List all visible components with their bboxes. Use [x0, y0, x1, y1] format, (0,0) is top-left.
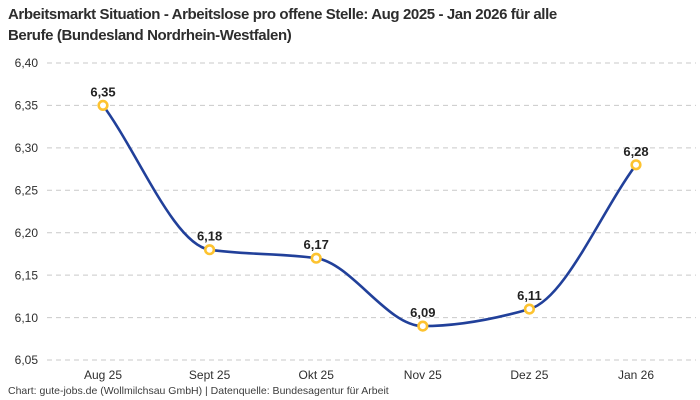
data-point-label: 6,11: [517, 288, 542, 303]
data-point-marker[interactable]: [204, 244, 216, 256]
series-line: [101, 104, 638, 328]
y-tick-label: 6,20: [15, 226, 39, 240]
x-tick-label: Aug 25: [84, 368, 122, 382]
x-tick-label: Dez 25: [510, 368, 548, 382]
data-point-label: 6,17: [304, 237, 329, 252]
y-tick-label: 6,30: [15, 141, 39, 155]
y-tick-label: 6,40: [15, 56, 39, 70]
data-point-marker[interactable]: [523, 303, 536, 315]
chart-title-line1: Arbeitsmarkt Situation - Arbeitslose pro…: [8, 6, 557, 23]
x-tick-label: Jan 26: [618, 368, 654, 382]
data-point-marker[interactable]: [630, 159, 642, 171]
data-point-marker[interactable]: [417, 320, 429, 332]
data-point-label: 6,28: [623, 144, 648, 159]
y-tick-label: 6,05: [15, 353, 39, 367]
y-tick-label: 6,10: [15, 311, 39, 325]
data-point-label: 6,09: [410, 305, 435, 320]
x-tick-label: Nov 25: [404, 368, 442, 382]
y-tick-label: 6,35: [15, 99, 39, 113]
chart-title: Arbeitsmarkt Situation - Arbeitslose pro…: [8, 4, 680, 46]
x-tick-label: Okt 25: [299, 368, 335, 382]
x-tick-label: Sept 25: [189, 368, 231, 382]
data-point-label: 6,18: [197, 229, 222, 244]
data-point-marker[interactable]: [310, 252, 322, 264]
chart-title-line2: Berufe (Bundesland Nordrhein-Westfalen): [8, 27, 292, 44]
data-point-marker[interactable]: [97, 99, 109, 111]
data-point-label: 6,35: [90, 84, 115, 99]
chart-credit: Chart: gute-jobs.de (Wollmilchsau GmbH) …: [8, 385, 389, 397]
y-tick-label: 6,15: [15, 268, 39, 282]
y-tick-label: 6,25: [15, 183, 39, 197]
